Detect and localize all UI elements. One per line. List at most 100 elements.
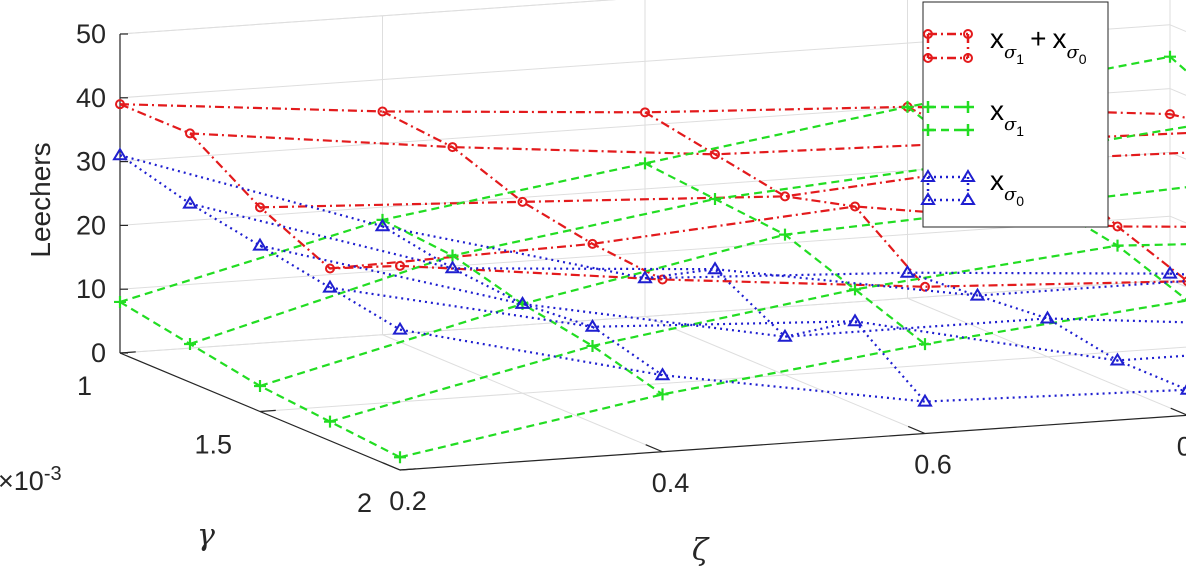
- series-line: [329, 286, 1186, 362]
- series-line: [382, 110, 663, 281]
- series-line: [644, 111, 926, 288]
- legend-sum-plus: +: [1030, 23, 1046, 54]
- z-tick-label: 40: [76, 83, 106, 113]
- data-point-triangle: [707, 261, 723, 275]
- data-point-circle: [1165, 109, 1175, 120]
- data-point-plus: [394, 451, 406, 464]
- legend-triangle-marker: [920, 192, 936, 205]
- data-point-triangle: [847, 313, 863, 327]
- data-point-circle: [640, 107, 650, 118]
- legend-sigma0-sub: 0: [1016, 193, 1024, 209]
- svg-text:xσ0: xσ0: [990, 165, 1024, 209]
- series-line: [381, 225, 664, 377]
- zeta-axis-label: ζ: [692, 533, 710, 567]
- series-line: [119, 301, 401, 459]
- z-axis-label: Leechers: [25, 142, 56, 257]
- series-line: [1169, 272, 1186, 276]
- legend-circle-marker: [963, 53, 973, 63]
- gamma-tick-label: 1: [77, 371, 92, 401]
- legend-sigma1-x: x: [990, 95, 1004, 126]
- data-point-triangle: [252, 237, 268, 251]
- grid-line: [1169, 151, 1186, 160]
- data-point-triangle: [899, 264, 916, 278]
- data-point-triangle: [917, 393, 933, 407]
- data-point-triangle: [322, 279, 338, 293]
- legend-box: [922, 1, 1109, 228]
- data-point-circle: [377, 106, 388, 117]
- data-point-plus: [184, 337, 196, 350]
- zeta-tick-label: 0.8: [1177, 431, 1186, 461]
- grid-line: [119, 0, 617, 35]
- data-point-triangle: [1179, 384, 1186, 395]
- gamma-tick-mark: [119, 351, 136, 354]
- data-point-triangle: [969, 287, 986, 301]
- legend-sum-sigma1: σ: [1004, 42, 1017, 63]
- legend-circle-marker: [963, 29, 973, 39]
- data-point-triangle: [392, 321, 408, 335]
- series-line: [644, 162, 926, 346]
- gamma-tick-label: 2: [357, 488, 372, 518]
- gamma-tick-mark: [259, 409, 276, 413]
- legend-circle-marker: [923, 29, 933, 39]
- legend-sigma1-sigma: σ: [1004, 114, 1017, 135]
- legend-triangle-marker: [960, 192, 976, 205]
- data-point-circle: [115, 99, 125, 110]
- series-line: [329, 205, 1186, 270]
- grid-line: [1169, 279, 1186, 288]
- data-point-circle: [780, 191, 790, 202]
- legend-sigma0-x: x: [990, 165, 1004, 196]
- zeta-tick-label: 0.4: [652, 468, 690, 498]
- series-line: [259, 151, 1186, 209]
- data-point-circle: [1112, 221, 1123, 232]
- legend-sum-sub2: 0: [1079, 51, 1087, 67]
- series-triangle: [112, 147, 1186, 407]
- svg-text:xσ1: xσ1: [990, 95, 1024, 139]
- legend-sum-x1: x: [990, 23, 1004, 54]
- data-point-plus: [849, 283, 861, 296]
- data-point-plus: [919, 338, 931, 351]
- series-line: [119, 154, 1171, 280]
- data-point-circle: [850, 201, 860, 212]
- zeta-tick-label: 0.2: [389, 486, 427, 516]
- legend-plus-marker: [962, 124, 974, 136]
- data-point-circle: [325, 263, 335, 274]
- data-point-triangle: [1162, 265, 1178, 279]
- gamma-tick-label: 1.5: [194, 430, 232, 460]
- data-point-circle: [517, 196, 528, 207]
- zeta-tick-mark: [382, 462, 401, 471]
- svg-text:xσ1+xσ0: xσ1+ xσ0: [990, 23, 1087, 67]
- gamma-tick-mark: [399, 468, 416, 471]
- data-point-plus: [254, 379, 266, 392]
- grid-line: [1170, 0, 1186, 78]
- data-point-triangle: [637, 270, 653, 284]
- data-point-plus: [586, 339, 599, 352]
- legend-sigma1-sub: 1: [1016, 123, 1024, 139]
- gamma-exponent-label: ×10-3: [0, 463, 62, 496]
- z-tick-label: 20: [76, 210, 106, 240]
- zeta-tick-mark: [907, 425, 926, 435]
- legend-circle-marker: [923, 53, 933, 63]
- grid-line: [1169, 279, 1186, 288]
- data-point-triangle: [514, 295, 531, 309]
- series-line: [399, 264, 1186, 288]
- z-tick-label: 0: [91, 338, 106, 368]
- data-point-circle: [710, 149, 720, 160]
- series-line: [119, 103, 401, 270]
- z-tick-label: 50: [76, 19, 106, 49]
- grid-line: [259, 346, 1186, 412]
- data-point-circle: [255, 202, 265, 213]
- legend-sum-sub1: 1: [1016, 51, 1024, 67]
- data-point-plus: [709, 193, 721, 206]
- series-line: [329, 243, 1186, 423]
- data-point-triangle: [1109, 352, 1126, 366]
- data-point-plus: [1111, 239, 1124, 252]
- data-point-plus: [1164, 50, 1176, 63]
- legend-sum-x2: x: [1052, 23, 1066, 54]
- z-tick-label: 10: [76, 274, 106, 304]
- data-point-circle: [657, 274, 668, 285]
- zeta-tick-label: 0.6: [914, 450, 952, 480]
- legend-triangle-marker: [960, 169, 976, 182]
- legend-sigma0-sigma: σ: [1004, 184, 1017, 205]
- gamma-exponent-power: -3: [44, 463, 62, 485]
